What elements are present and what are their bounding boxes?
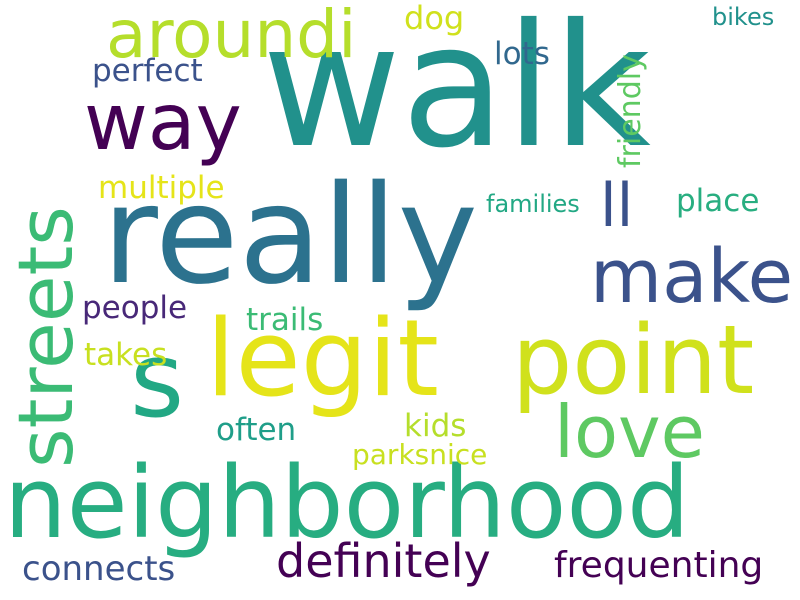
word-streets: streets <box>1 206 90 468</box>
word-parksnice: parksnice <box>352 438 488 471</box>
word-really: really <box>102 157 478 315</box>
word-perfect: perfect <box>92 53 203 89</box>
word-dog: dog <box>404 0 465 37</box>
word-legit: legit <box>206 297 439 420</box>
word-love: love <box>554 390 705 474</box>
word-often: often <box>216 412 297 448</box>
word-frequenting: frequenting <box>554 545 764 586</box>
word-friendly: friendly <box>613 54 648 168</box>
word-bikes: bikes <box>712 3 775 31</box>
word-neighborhood: neighborhood <box>4 446 690 561</box>
word-definitely: definitely <box>276 534 491 588</box>
word-connects: connects <box>22 549 176 589</box>
word-place: place <box>676 183 760 219</box>
word-multiple: multiple <box>98 170 225 206</box>
word-people: people <box>82 290 188 326</box>
word-families: families <box>486 190 580 218</box>
word-point: point <box>512 306 755 416</box>
word-ll: ll <box>600 171 634 241</box>
word-way: way <box>84 78 242 168</box>
word-aroundi: aroundi <box>106 0 357 73</box>
word-walk: walk <box>262 0 651 186</box>
word-kids: kids <box>404 408 467 444</box>
word-lots: lots <box>494 36 550 72</box>
word-takes: takes <box>84 337 168 373</box>
word-make: make <box>590 234 794 320</box>
word-trails: trails <box>246 302 324 338</box>
word-s: s <box>130 319 185 441</box>
